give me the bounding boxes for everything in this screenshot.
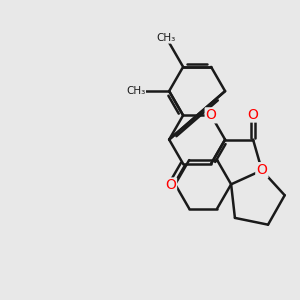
- Text: O: O: [256, 163, 267, 177]
- Text: CH₃: CH₃: [126, 86, 146, 96]
- Text: O: O: [248, 107, 259, 122]
- Text: O: O: [165, 178, 176, 193]
- Text: O: O: [206, 108, 217, 122]
- Text: N: N: [257, 163, 267, 177]
- Text: CH₃: CH₃: [157, 33, 176, 43]
